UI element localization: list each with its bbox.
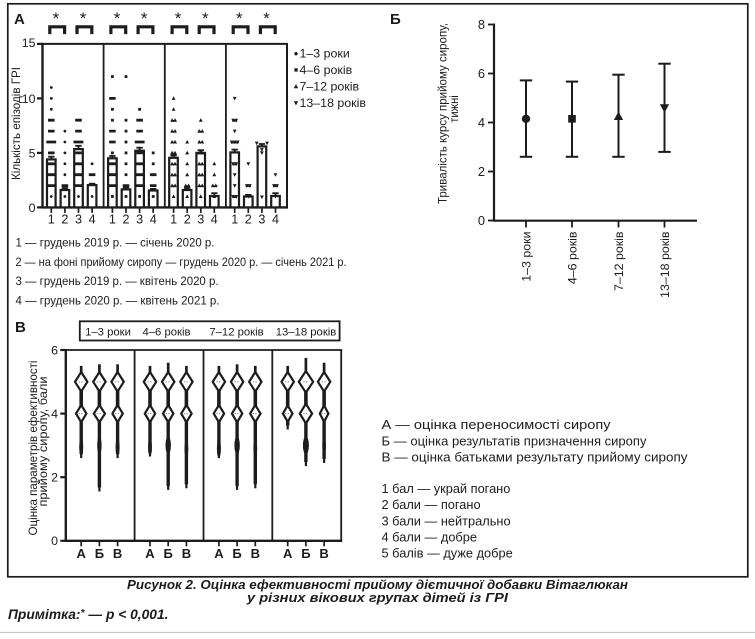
svg-text:4: 4 xyxy=(89,213,96,227)
svg-text:4–6 років: 4–6 років xyxy=(300,63,353,77)
svg-text:1: 1 xyxy=(48,213,55,227)
svg-text:1: 1 xyxy=(231,213,238,227)
svg-text:*: * xyxy=(53,9,60,28)
svg-text:А — оцінка переносимості сироп: А — оцінка переносимості сиропу xyxy=(382,417,612,432)
svg-text:0: 0 xyxy=(478,213,485,228)
svg-text:В: В xyxy=(182,546,191,561)
svg-text:1 — грудень 2019 р. — січень 2: 1 — грудень 2019 р. — січень 2020 р. xyxy=(16,236,215,250)
svg-text:3: 3 xyxy=(75,213,82,227)
svg-text:4 бали — добре: 4 бали — добре xyxy=(382,529,478,544)
svg-text:2: 2 xyxy=(61,213,68,227)
svg-text:1: 1 xyxy=(109,213,116,227)
svg-text:3: 3 xyxy=(258,213,265,227)
svg-text:прийому сиропу, бали: прийому сиропу, бали xyxy=(36,377,50,507)
svg-text:Б: Б xyxy=(164,546,173,561)
svg-text:0: 0 xyxy=(29,201,36,215)
svg-text:*: * xyxy=(263,9,270,28)
svg-text:13–18 років: 13–18 років xyxy=(658,231,672,298)
svg-text:2: 2 xyxy=(122,213,129,227)
svg-text:*: * xyxy=(80,9,87,28)
svg-text:В: В xyxy=(319,546,328,561)
svg-text:1–3 роки: 1–3 роки xyxy=(519,231,533,281)
svg-text:1 бал — украй погано: 1 бал — украй погано xyxy=(382,481,511,496)
svg-text:В: В xyxy=(113,546,122,561)
svg-text:7–12 років: 7–12 років xyxy=(612,231,626,291)
svg-text:7–12 років: 7–12 років xyxy=(209,327,263,339)
svg-text:4: 4 xyxy=(272,213,279,227)
svg-text:8: 8 xyxy=(478,17,485,32)
svg-text:4–6 років: 4–6 років xyxy=(565,231,579,284)
svg-text:*: * xyxy=(236,9,243,28)
svg-text:2: 2 xyxy=(478,164,485,179)
svg-text:*: * xyxy=(175,9,182,28)
svg-text:6: 6 xyxy=(51,343,58,357)
svg-text:у різних вікових групах дітей: у різних вікових групах дітей із ГРІ xyxy=(246,590,509,605)
svg-text:3 бали — нейтрально: 3 бали — нейтрально xyxy=(382,513,511,528)
svg-text:*: * xyxy=(202,9,209,28)
svg-text:Кількість епізодів ГРІ: Кількість епізодів ГРІ xyxy=(11,67,23,180)
svg-text:Б: Б xyxy=(301,546,310,561)
svg-text:1–3 роки: 1–3 роки xyxy=(300,47,350,61)
svg-text:7–12 років: 7–12 років xyxy=(300,80,360,94)
svg-text:Б — оцінка результатів признач: Б — оцінка результатів призначення сироп… xyxy=(382,433,648,448)
svg-text:4 — грудень 2020 р. — квітень: 4 — грудень 2020 р. — квітень 2021 р. xyxy=(16,293,220,307)
svg-text:1: 1 xyxy=(170,213,177,227)
svg-text:А: А xyxy=(14,11,25,28)
svg-text:4: 4 xyxy=(51,407,58,421)
svg-text:А: А xyxy=(214,546,224,561)
svg-text:3: 3 xyxy=(197,213,204,227)
svg-text:0: 0 xyxy=(51,534,58,548)
svg-text:*: * xyxy=(114,9,121,28)
svg-text:13–18 років: 13–18 років xyxy=(300,96,367,110)
svg-text:В: В xyxy=(15,319,26,336)
svg-text:А: А xyxy=(145,546,155,561)
svg-text:В — оцінка батьками результату: В — оцінка батьками результату прийому с… xyxy=(382,450,689,465)
svg-text:2: 2 xyxy=(245,213,252,227)
svg-text:2 — на фоні прийому сиропу — г: 2 — на фоні прийому сиропу — грудень 202… xyxy=(16,255,347,269)
svg-text:А: А xyxy=(283,546,293,561)
svg-text:4: 4 xyxy=(478,115,485,130)
svg-text:6: 6 xyxy=(478,66,485,81)
svg-text:2: 2 xyxy=(51,471,58,485)
svg-text:Б: Б xyxy=(390,11,401,28)
svg-text:2 бали — погано: 2 бали — погано xyxy=(382,497,481,512)
svg-text:5: 5 xyxy=(29,146,36,160)
svg-text:Примітка:* — p < 0,001.: Примітка:* — p < 0,001. xyxy=(8,607,168,622)
svg-text:Рисунок 2. Оцінка ефективності: Рисунок 2. Оцінка ефективності прийому д… xyxy=(127,577,628,592)
svg-text:1–3 роки: 1–3 роки xyxy=(85,327,131,339)
svg-text:3: 3 xyxy=(136,213,143,227)
svg-text:15: 15 xyxy=(22,36,36,50)
svg-text:4: 4 xyxy=(211,213,218,227)
svg-text:Б: Б xyxy=(232,546,241,561)
svg-text:Б: Б xyxy=(95,546,104,561)
svg-text:А: А xyxy=(77,546,87,561)
svg-text:*: * xyxy=(141,9,148,28)
svg-text:10: 10 xyxy=(22,92,36,106)
svg-text:В: В xyxy=(251,546,260,561)
svg-text:4: 4 xyxy=(150,213,157,227)
svg-text:4–6 років: 4–6 років xyxy=(142,327,190,339)
svg-text:Оцінка параметрів ефективності: Оцінка параметрів ефективності xyxy=(26,361,40,536)
svg-text:3 — грудень 2019 р. — квітень: 3 — грудень 2019 р. — квітень 2020 р. xyxy=(16,274,219,288)
svg-text:5 балів — дуже добре: 5 балів — дуже добре xyxy=(382,545,513,560)
svg-text:2: 2 xyxy=(184,213,191,227)
svg-text:тижні: тижні xyxy=(449,95,461,123)
svg-text:Тривалість курсу прийому сироп: Тривалість курсу прийому сиропу, xyxy=(438,23,450,204)
svg-text:13–18 років: 13–18 років xyxy=(276,327,337,339)
